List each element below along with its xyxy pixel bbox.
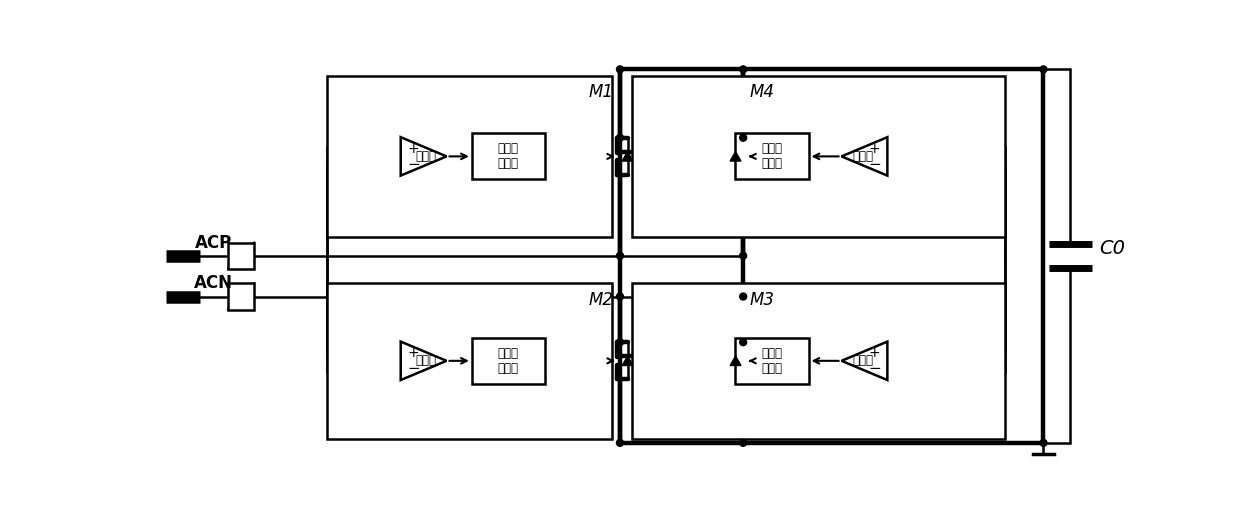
Circle shape [617, 134, 623, 141]
Text: 比较器: 比较器 [852, 150, 873, 163]
Text: +: + [869, 346, 881, 360]
Circle shape [617, 66, 623, 73]
Text: 驱动控
制电路: 驱动控 制电路 [762, 347, 783, 375]
Circle shape [740, 439, 747, 446]
Polygon shape [622, 356, 633, 365]
Text: −: − [406, 361, 420, 376]
Text: M2: M2 [589, 290, 613, 308]
Text: M3: M3 [750, 290, 774, 308]
Text: −: − [406, 157, 420, 172]
Text: 比较器: 比较器 [415, 354, 436, 368]
Text: +: + [869, 142, 881, 156]
Bar [228, 243, 254, 269]
Circle shape [740, 134, 747, 141]
Circle shape [617, 293, 623, 300]
Bar [228, 283, 254, 309]
Text: C0: C0 [1100, 239, 1126, 258]
Circle shape [740, 66, 747, 73]
Text: M4: M4 [750, 83, 774, 101]
Bar [632, 283, 1005, 439]
Bar [472, 133, 545, 179]
Text: −: − [869, 157, 881, 172]
Text: 比较器: 比较器 [852, 354, 873, 368]
Circle shape [1040, 439, 1047, 446]
Text: +: + [408, 142, 419, 156]
Text: M1: M1 [589, 83, 613, 101]
Text: ACP: ACP [195, 234, 232, 252]
Circle shape [617, 339, 623, 345]
Bar [736, 133, 809, 179]
Polygon shape [730, 356, 741, 365]
Circle shape [740, 293, 747, 300]
Circle shape [617, 252, 623, 259]
Bar [632, 76, 1005, 237]
Circle shape [1040, 66, 1047, 73]
Text: −: − [869, 361, 881, 376]
Circle shape [740, 252, 747, 259]
Text: 驱动控
制电路: 驱动控 制电路 [762, 142, 783, 170]
Text: ACN: ACN [195, 274, 233, 292]
Polygon shape [730, 152, 741, 161]
Text: 驱动控
制电路: 驱动控 制电路 [498, 142, 519, 170]
Circle shape [617, 439, 623, 446]
Bar [736, 338, 809, 384]
Polygon shape [622, 152, 633, 161]
Bar [327, 283, 612, 439]
Text: +: + [408, 346, 419, 360]
Text: 比较器: 比较器 [415, 150, 436, 163]
Bar [327, 76, 612, 237]
Circle shape [740, 339, 747, 345]
Bar [472, 338, 545, 384]
Text: 驱动控
制电路: 驱动控 制电路 [498, 347, 519, 375]
